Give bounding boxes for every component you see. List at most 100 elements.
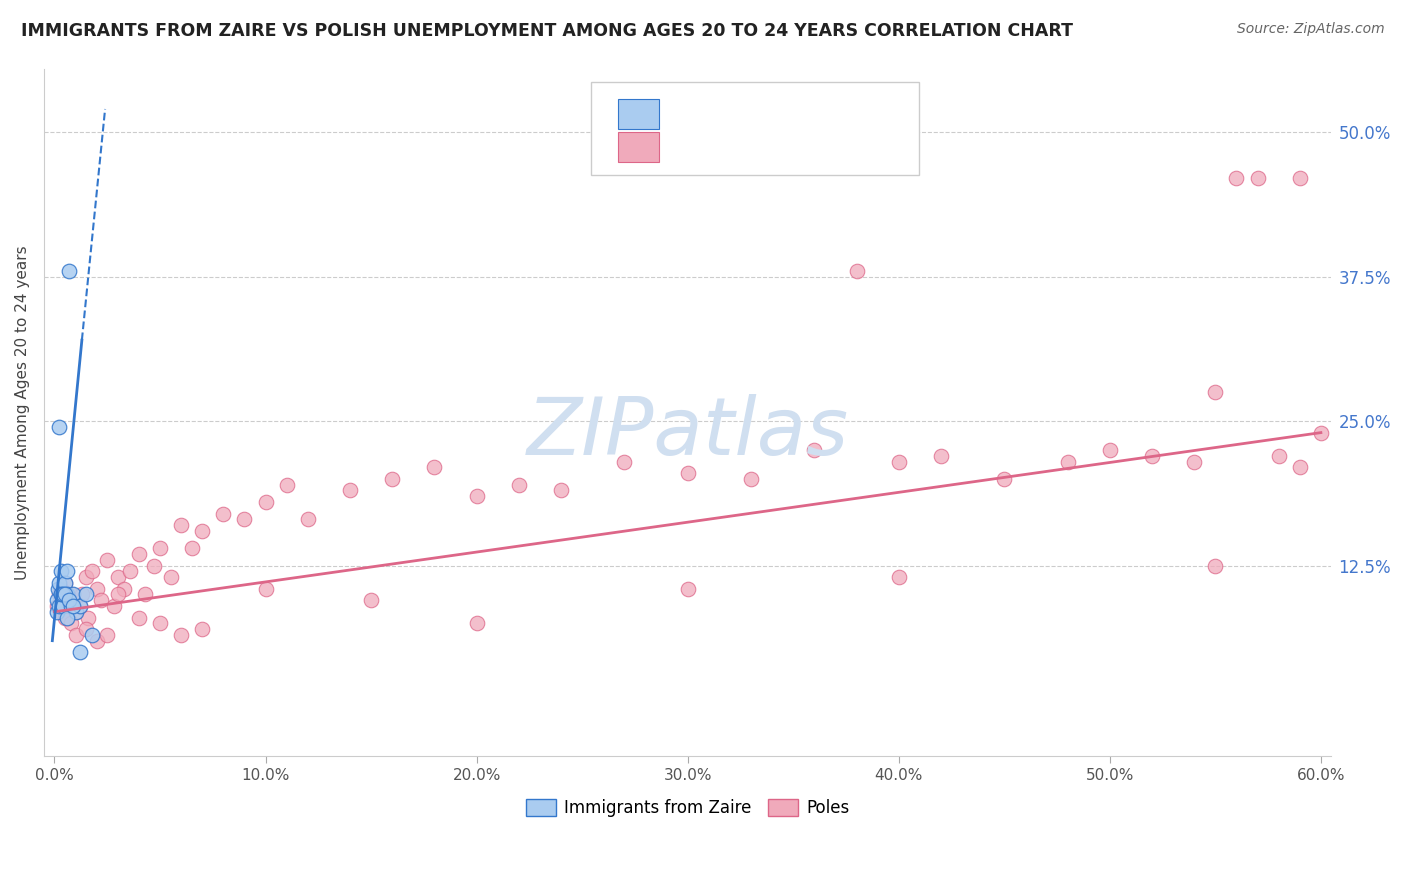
Point [49,587,72,601]
Point [69,645,91,659]
Point [46,582,69,596]
Point [1204,385,1226,400]
Point [62,599,84,613]
FancyBboxPatch shape [591,82,920,175]
Point [96,553,118,567]
Point [134,587,156,601]
Point [56,564,79,578]
Legend: Immigrants from Zaire, Poles: Immigrants from Zaire, Poles [519,792,856,823]
Text: Source: ZipAtlas.com: Source: ZipAtlas.com [1237,22,1385,37]
Point [191,524,214,538]
Point [1267,449,1289,463]
Point [508,477,530,491]
Point [128,547,150,561]
Point [107,587,129,601]
Point [1246,171,1268,186]
Point [75,570,97,584]
Point [676,582,699,596]
Point [103,599,125,613]
Point [60,616,83,631]
Point [49,605,72,619]
Point [297,512,319,526]
Point [45,599,67,613]
Point [49,582,72,596]
Point [1288,171,1310,186]
Point [142,558,165,573]
Point [56,610,79,624]
Point [56,610,79,624]
Point [65,605,87,619]
Point [58,593,80,607]
Point [75,587,97,601]
Point [48,599,70,613]
Point [70,587,93,601]
Point [1140,449,1163,463]
Point [86,582,108,596]
Point [56,587,79,601]
Point [53,610,76,624]
Point [48,587,70,601]
Point [69,599,91,613]
Point [1288,460,1310,475]
Point [112,582,135,596]
Point [740,472,762,486]
Point [48,420,70,434]
Point [96,628,118,642]
Point [53,575,76,590]
Point [1098,442,1121,457]
Point [550,483,572,498]
Text: 78: 78 [828,138,853,156]
Point [1182,454,1205,468]
Text: IMMIGRANTS FROM ZAIRE VS POLISH UNEMPLOYMENT AMONG AGES 20 TO 24 YEARS CORRELATI: IMMIGRANTS FROM ZAIRE VS POLISH UNEMPLOY… [21,22,1073,40]
Point [170,628,193,642]
Point [1204,558,1226,573]
Text: R =: R = [671,105,710,123]
Point [75,622,97,636]
Point [180,541,202,556]
Point [52,599,75,613]
Point [1056,454,1078,468]
Text: N =: N = [778,105,830,123]
Point [993,472,1015,486]
FancyBboxPatch shape [619,132,659,162]
Point [149,616,172,631]
Point [159,570,181,584]
Point [276,477,298,491]
Point [1309,425,1331,440]
Point [52,587,75,601]
Text: 0.700: 0.700 [710,105,766,123]
Point [676,466,699,480]
Text: R =: R = [671,138,710,156]
Point [887,454,910,468]
Point [62,587,84,601]
Point [107,570,129,584]
Point [465,489,488,503]
Point [53,575,76,590]
Point [120,564,142,578]
Text: ZIPatlas: ZIPatlas [527,394,849,472]
Point [82,628,104,642]
Point [170,518,193,533]
Point [69,599,91,613]
Point [465,616,488,631]
Point [60,587,83,601]
Text: 0.451: 0.451 [710,138,773,156]
Point [613,454,636,468]
Point [128,610,150,624]
Point [929,449,952,463]
Point [58,264,80,278]
Point [233,512,256,526]
Point [845,264,868,278]
Point [887,570,910,584]
FancyBboxPatch shape [619,99,659,129]
Point [45,593,67,607]
Point [149,541,172,556]
Point [45,605,67,619]
Point [77,610,100,624]
Point [360,593,382,607]
Point [65,605,87,619]
Point [65,628,87,642]
Point [191,622,214,636]
Point [49,564,72,578]
Point [90,593,112,607]
